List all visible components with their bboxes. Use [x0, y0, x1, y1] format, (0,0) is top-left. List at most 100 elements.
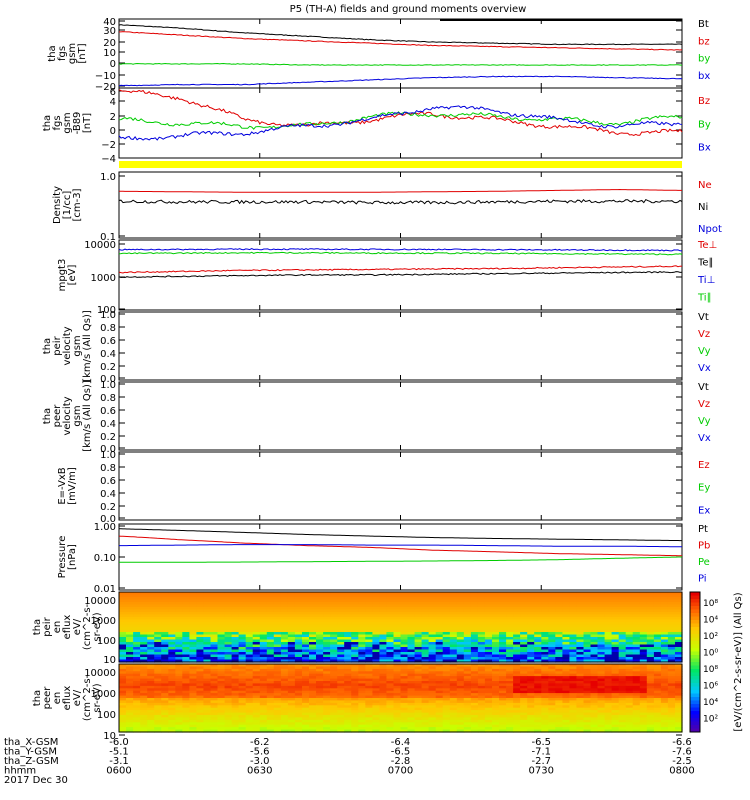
heatmap-cell	[252, 683, 261, 687]
heatmap-cell	[133, 698, 141, 701]
heatmap-cell	[414, 664, 423, 667]
heatmap-cell	[541, 649, 549, 653]
heatmap-cell	[344, 695, 352, 699]
heatmap-cell	[597, 683, 606, 687]
heatmap-cell	[259, 642, 268, 646]
heatmap-cell	[302, 690, 310, 694]
heatmap-cell	[224, 693, 233, 697]
heatmap-cell	[119, 624, 127, 628]
heatmap-cell	[302, 664, 310, 667]
legend-Vx: Vx	[698, 363, 711, 374]
heatmap-cell	[400, 693, 409, 697]
heatmap-cell	[372, 634, 380, 638]
heatmap-cell	[189, 702, 197, 706]
heatmap-cell	[597, 678, 606, 682]
heatmap-cell	[133, 629, 141, 633]
heatmap-cell	[302, 597, 310, 601]
heatmap-cell	[294, 652, 303, 656]
heatmap-cell	[133, 624, 141, 628]
heatmap-cell	[351, 639, 359, 643]
heatmap-cell	[583, 724, 592, 728]
heatmap-cell	[667, 599, 676, 603]
heatmap-cell	[161, 594, 169, 598]
heatmap-cell	[259, 619, 268, 623]
heatmap-cell	[435, 729, 444, 733]
heatmap-cell	[287, 710, 296, 714]
heatmap-cell	[428, 612, 437, 616]
heatmap-cell	[407, 637, 416, 641]
heatmap-cell	[435, 629, 444, 633]
heatmap-cell	[309, 664, 317, 667]
heatmap-cell	[442, 690, 451, 694]
heatmap-cell	[632, 693, 641, 697]
heatmap-cell	[477, 632, 486, 636]
heatmap-cell	[611, 654, 620, 658]
heatmap-cell	[477, 627, 486, 631]
heatmap-cell	[238, 693, 247, 697]
heatmap-cell	[499, 702, 507, 706]
heatmap-cell	[639, 607, 648, 611]
heatmap-cell	[590, 671, 599, 675]
y-tick-label: 0.10	[94, 553, 116, 564]
heatmap-cell	[456, 649, 465, 653]
heatmap-cell	[210, 614, 219, 618]
heatmap-cell	[456, 664, 465, 667]
y-tick-label: −10	[95, 71, 116, 82]
heatmap-cell	[442, 614, 451, 618]
heatmap-cell	[273, 592, 282, 596]
heatmap-cell	[562, 654, 570, 658]
y-tick-label: 10	[103, 655, 116, 666]
heatmap-cell	[126, 676, 134, 680]
heatmap-cell	[161, 715, 169, 718]
heatmap-cell	[442, 668, 451, 672]
heatmap-cell	[400, 634, 409, 638]
heatmap-cell	[569, 657, 577, 661]
heatmap-cell	[407, 729, 416, 733]
heatmap-cell	[660, 627, 669, 631]
heatmap-cell	[386, 627, 394, 631]
heatmap-cell	[597, 712, 606, 716]
heatmap-cell	[618, 634, 627, 638]
heatmap-cell	[590, 592, 599, 596]
heatmap-cell	[217, 710, 226, 714]
quality-bar	[440, 19, 682, 21]
heatmap-cell	[358, 702, 366, 706]
heatmap-cell	[646, 632, 655, 636]
heatmap-cell	[499, 634, 507, 638]
colorbar-cell	[690, 609, 700, 614]
heatmap-cell	[562, 676, 570, 680]
heatmap-cell	[365, 702, 373, 706]
heatmap-cell	[358, 652, 366, 656]
heatmap-cell	[632, 629, 641, 633]
heatmap-cell	[639, 698, 648, 701]
heatmap-cell	[316, 619, 324, 623]
heatmap-cell	[140, 671, 148, 675]
series-line-Ti⊥	[118, 248, 683, 252]
heatmap-cell	[238, 599, 247, 603]
heatmap-cell	[175, 659, 183, 663]
heatmap-cell	[133, 592, 141, 596]
heatmap-cell	[597, 700, 606, 704]
heatmap-cell	[154, 705, 162, 709]
heatmap-cell	[667, 622, 676, 626]
heatmap-cell	[182, 624, 190, 628]
heatmap-cell	[576, 688, 584, 692]
heatmap-cell	[499, 705, 507, 709]
heatmap-cell	[133, 622, 141, 626]
heatmap-cell	[555, 676, 563, 680]
heatmap-cell	[632, 597, 641, 601]
heatmap-cell	[231, 700, 240, 704]
heatmap-cell	[484, 607, 493, 611]
heatmap-cell	[632, 671, 641, 675]
heatmap-cell	[667, 614, 676, 618]
heatmap-cell	[294, 671, 303, 675]
heatmap-cell	[400, 654, 409, 658]
heatmap-cell	[344, 698, 352, 701]
heatmap-cell	[548, 676, 556, 680]
heatmap-cell	[499, 700, 507, 704]
heatmap-cell	[189, 629, 197, 633]
heatmap-cell	[323, 637, 331, 641]
heatmap-cell	[189, 659, 197, 663]
heatmap-cell	[337, 659, 345, 663]
heatmap-cell	[154, 678, 162, 682]
